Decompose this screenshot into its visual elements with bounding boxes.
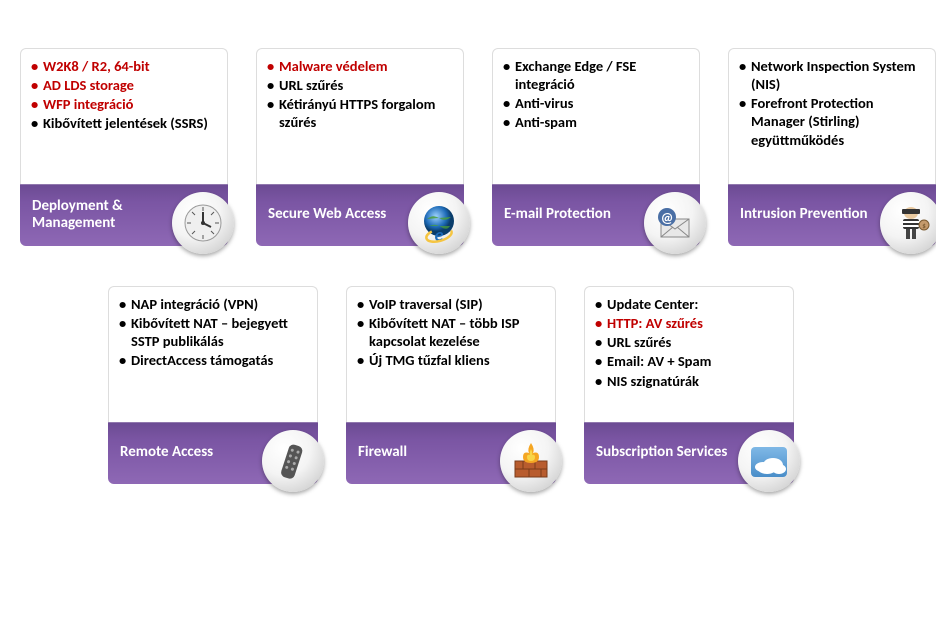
card-body: Exchange Edge / FSE integráció Anti-viru… — [492, 48, 700, 184]
remote-control-icon — [262, 430, 324, 492]
bullet: Anti-spam — [503, 113, 689, 131]
bullet: Update Center: — [595, 295, 783, 313]
card-subscription: Update Center: HTTP: AV szűrés URL szűré… — [584, 286, 794, 484]
card-title: Subscription Services — [596, 444, 727, 461]
bullet: Malware védelem — [267, 57, 453, 75]
bullet: Kibővített NAT – több ISP kapcsolat keze… — [357, 314, 545, 350]
card-title: Deployment & Management — [32, 198, 164, 233]
card-intrusion: Network Inspection System (NIS) Forefron… — [728, 48, 936, 246]
card-secureweb: Malware védelem URL szűrés Kétirányú HTT… — [256, 48, 464, 246]
envelope-at-icon: @ — [644, 192, 706, 254]
card-row-1: W2K8 / R2, 64-bit AD LDS storage WFP int… — [20, 48, 936, 246]
card-title: Remote Access — [120, 444, 213, 461]
bullet: Kétirányú HTTPS forgalom szűrés — [267, 95, 453, 131]
card-body: Network Inspection System (NIS) Forefron… — [728, 48, 936, 184]
card-email: Exchange Edge / FSE integráció Anti-viru… — [492, 48, 700, 246]
card-body: Update Center: HTTP: AV szűrés URL szűré… — [584, 286, 794, 422]
bullet: DirectAccess támogatás — [119, 351, 307, 369]
bullet: AD LDS storage — [31, 76, 217, 94]
firewall-icon — [500, 430, 562, 492]
card-footer: Firewall — [346, 422, 556, 484]
card-footer: E-mail Protection @ — [492, 184, 700, 246]
card-body: W2K8 / R2, 64-bit AD LDS storage WFP int… — [20, 48, 228, 184]
card-title: E-mail Protection — [504, 206, 611, 223]
svg-text:@: @ — [661, 209, 674, 226]
cloud-icon — [738, 430, 800, 492]
bullet: HTTP: AV szűrés — [595, 314, 783, 332]
card-body: VoIP traversal (SIP) Kibővített NAT – tö… — [346, 286, 556, 422]
burglar-icon: $ — [880, 192, 936, 254]
bullet: Forefront Protection Manager (Stirling) … — [739, 94, 925, 148]
bullet: WFP integráció — [31, 95, 217, 113]
bullet: NAP integráció (VPN) — [119, 295, 307, 313]
svg-text:$: $ — [922, 221, 926, 230]
card-footer: Secure Web Access e — [256, 184, 464, 246]
globe-ie-icon: e — [408, 192, 470, 254]
card-deployment: W2K8 / R2, 64-bit AD LDS storage WFP int… — [20, 48, 228, 246]
bullet: VoIP traversal (SIP) — [357, 295, 545, 313]
bullet: Anti-virus — [503, 94, 689, 112]
bullet: Network Inspection System (NIS) — [739, 57, 925, 93]
card-title: Firewall — [358, 444, 407, 461]
card-title: Secure Web Access — [268, 206, 386, 223]
card-row-2: NAP integráció (VPN) Kibővített NAT – be… — [108, 286, 936, 484]
card-title: Intrusion Prevention — [740, 206, 868, 223]
card-remote: NAP integráció (VPN) Kibővített NAT – be… — [108, 286, 318, 484]
bullet: NIS szignatúrák — [595, 372, 783, 390]
bullet: Kibővített NAT – bejegyett SSTP publikál… — [119, 314, 307, 350]
bullet: Új TMG tűzfal kliens — [357, 351, 545, 369]
card-footer: Intrusion Prevention $ — [728, 184, 936, 246]
card-footer: Remote Access — [108, 422, 318, 484]
bullet: Exchange Edge / FSE integráció — [503, 57, 689, 93]
card-firewall: VoIP traversal (SIP) Kibővített NAT – tö… — [346, 286, 556, 484]
card-footer: Subscription Services — [584, 422, 794, 484]
bullet: Kibővített jelentések (SSRS) — [31, 114, 217, 132]
bullet: URL szűrés — [267, 76, 453, 94]
card-body: Malware védelem URL szűrés Kétirányú HTT… — [256, 48, 464, 184]
bullet: URL szűrés — [595, 333, 783, 351]
clock-icon — [172, 192, 234, 254]
card-body: NAP integráció (VPN) Kibővített NAT – be… — [108, 286, 318, 422]
card-footer: Deployment & Management — [20, 184, 228, 246]
bullet: W2K8 / R2, 64-bit — [31, 57, 217, 75]
bullet: Email: AV + Spam — [595, 352, 783, 370]
